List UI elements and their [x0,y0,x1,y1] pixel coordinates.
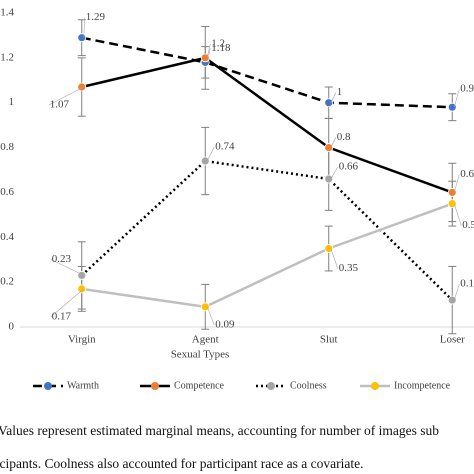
data-label: 0.74 [215,141,235,153]
leader-line [330,92,337,103]
marker [77,271,87,280]
x-tick-label: Virgin [68,334,96,346]
data-label: 0.66 [339,161,359,173]
marker [324,98,334,108]
legend-marker [267,382,275,390]
data-label: 0.6 [460,168,474,180]
leader-line [206,43,211,58]
leader-line [453,203,462,226]
y-tick-label: 0.4 [0,231,14,243]
marker [77,284,87,294]
marker [447,102,457,112]
y-tick-label: 1.2 [0,51,14,63]
series-line [81,36,453,109]
leader-line [206,146,215,162]
data-label: 0.8 [337,131,351,143]
marker [447,188,457,197]
marker [324,244,334,253]
legend-marker [151,382,159,390]
legend-label: Incompetence [394,380,451,391]
marker [200,302,210,312]
leader-line [83,17,86,38]
y-tick-label: 0.6 [0,186,14,198]
marker [447,295,457,305]
marker [324,143,334,152]
leader-line [453,174,460,193]
leader-line [453,89,460,108]
y-tick-label: 1 [9,96,15,108]
data-label: 0.98 [460,83,474,95]
x-tick-label: Slut [320,334,338,346]
data-label: 1.29 [86,11,106,23]
series-line [81,56,453,194]
caption-line: Values represent estimated marginal mean… [0,423,439,438]
y-tick-label: 0.8 [0,141,14,153]
series-line [81,202,453,309]
y-tick-label: 0.2 [0,276,14,288]
data-label: 1 [337,86,343,98]
x-axis-title: Sexual Types [171,349,230,361]
x-tick-label: Agent [192,334,219,346]
marker [77,33,87,43]
y-tick-label: 1.4 [0,7,14,19]
leader-line [330,248,339,269]
leader-line [330,166,339,180]
leader-line [50,259,84,276]
data-label: 0.12 [460,278,474,290]
data-label: 0.55 [462,219,474,231]
data-label: 1.2 [211,37,225,49]
leader-line [206,306,215,325]
legend-label: Competence [174,380,225,391]
marker [447,199,457,209]
marker [200,156,210,166]
caption-line: ticipants. Coolness also accounted for p… [0,456,363,471]
marker [324,174,334,184]
data-label: 0.35 [339,262,359,274]
legend-label: Warmth [67,380,99,391]
legend-marker [371,382,379,390]
data-label: 1.07 [50,99,70,111]
y-tick-label: 0 [9,321,15,333]
leader-line [48,86,84,106]
series-line [80,159,454,301]
legend-label: Coolness [290,380,327,391]
leader-line [50,288,84,318]
data-label: 0.09 [215,318,235,330]
leader-line [453,283,460,301]
data-label: 0.23 [52,253,72,265]
leader-line [330,137,337,148]
legend-marker [44,382,52,390]
data-label: 0.17 [52,310,72,322]
x-tick-label: Loser [440,334,465,346]
marker [200,53,210,63]
data-label: 1.18 [211,42,231,54]
